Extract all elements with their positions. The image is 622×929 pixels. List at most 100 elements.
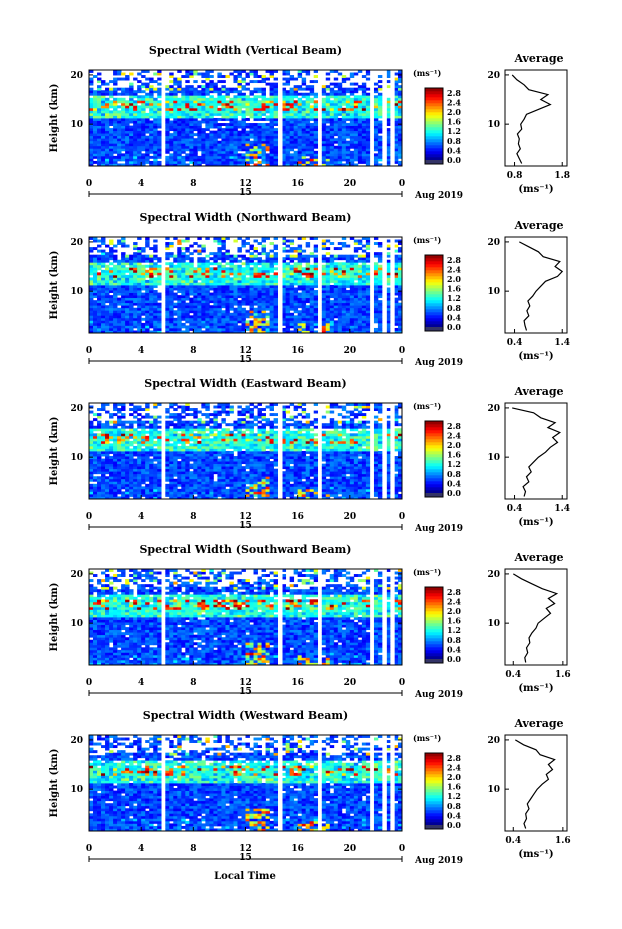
heatmap-cell xyxy=(129,72,134,76)
heatmap-cell xyxy=(217,300,222,304)
heatmap-cell xyxy=(233,274,238,278)
heatmap-cell xyxy=(365,87,371,91)
heatmap-cell xyxy=(217,100,222,104)
heatmap-cell xyxy=(157,272,162,276)
heatmap-cell xyxy=(377,290,383,293)
heatmap-cell xyxy=(149,257,154,261)
heatmap-cell xyxy=(217,123,222,126)
heatmap-cell xyxy=(105,496,110,500)
heatmap-cell xyxy=(145,145,150,149)
heatmap-cell xyxy=(333,102,339,106)
heatmap-cell xyxy=(137,327,142,331)
heatmap-cell xyxy=(105,430,110,434)
heatmap-cell xyxy=(209,160,214,164)
heatmap-cell xyxy=(97,128,102,132)
heatmap-cell xyxy=(209,315,214,319)
heatmap-cell xyxy=(289,264,295,268)
heatmap-cell xyxy=(241,277,246,281)
heatmap-cell xyxy=(181,125,186,129)
heatmap-cell xyxy=(349,277,355,281)
heatmap-cell xyxy=(145,125,150,129)
heatmap-cell xyxy=(253,292,258,296)
heatmap-cell xyxy=(121,123,126,126)
heatmap-cell xyxy=(141,317,146,321)
heatmap-cell xyxy=(237,307,242,311)
heatmap-cell xyxy=(273,158,278,162)
heatmap-cell xyxy=(301,143,307,147)
heatmap-cell xyxy=(221,237,226,240)
heatmap-cell xyxy=(321,312,327,316)
heatmap-cell xyxy=(153,128,158,132)
heatmap-cell xyxy=(273,105,278,109)
heatmap-cell xyxy=(301,257,307,261)
heatmap-cell xyxy=(293,249,299,253)
heatmap-cell xyxy=(313,120,319,124)
heatmap-cell xyxy=(129,307,134,311)
heatmap-cell xyxy=(289,128,295,132)
colorbar-step xyxy=(425,270,443,274)
heatmap-cell xyxy=(121,302,126,306)
heatmap-cell xyxy=(341,310,347,314)
heatmap-cell xyxy=(337,102,343,106)
heatmap-cell xyxy=(349,107,355,111)
heatmap-cell xyxy=(357,312,363,316)
heatmap-cell xyxy=(209,300,214,304)
heatmap-cell xyxy=(361,120,367,124)
heatmap-cell xyxy=(121,310,126,314)
heatmap-cell xyxy=(365,120,371,124)
heatmap-cell xyxy=(189,305,194,309)
heatmap-cell xyxy=(125,140,130,144)
heatmap-cell xyxy=(233,290,238,293)
heatmap-cell xyxy=(89,312,94,316)
heatmap-cell xyxy=(361,262,367,266)
heatmap-cell xyxy=(265,70,270,73)
heatmap-cell xyxy=(393,145,399,149)
heatmap-cell xyxy=(141,133,146,137)
heatmap-cell xyxy=(237,267,242,271)
heatmap-cell xyxy=(393,87,399,91)
heatmap-cell xyxy=(133,133,138,137)
heatmap-cell xyxy=(301,237,307,240)
heatmap-cell xyxy=(301,269,307,273)
heatmap-cell xyxy=(89,471,94,475)
heatmap-cell xyxy=(385,305,391,309)
heatmap-cell xyxy=(149,80,154,84)
heatmap-cell xyxy=(117,267,122,271)
heatmap-cell xyxy=(245,325,250,329)
heatmap-cell xyxy=(121,87,126,91)
heatmap-cell xyxy=(117,112,122,116)
heatmap-cell xyxy=(365,312,371,316)
heatmap-cell xyxy=(269,143,274,147)
heatmap-cell xyxy=(253,145,258,149)
heatmap-cell xyxy=(117,282,122,286)
heatmap-cell xyxy=(377,163,383,167)
heatmap-cell xyxy=(333,140,339,144)
heatmap-cell xyxy=(153,87,158,91)
colorbar-step xyxy=(425,91,443,95)
heatmap-cell xyxy=(133,128,138,132)
heatmap-cell xyxy=(233,138,238,142)
heatmap-cell xyxy=(173,148,178,152)
heatmap-cell xyxy=(225,290,230,293)
heatmap-cell xyxy=(157,330,162,334)
heatmap-cell xyxy=(241,290,246,293)
heatmap-cell xyxy=(145,138,150,142)
heatmap-cell xyxy=(297,277,303,281)
heatmap-cell xyxy=(397,163,403,167)
heatmap-cell xyxy=(313,75,319,78)
heatmap-cell xyxy=(249,320,254,324)
heatmap-cell xyxy=(393,302,399,306)
heatmap-cell xyxy=(157,277,162,281)
heatmap-cell xyxy=(221,128,226,132)
heatmap-cell xyxy=(105,133,110,137)
heatmap-cell xyxy=(121,312,126,316)
heatmap-cell xyxy=(233,302,238,306)
heatmap-cell xyxy=(397,87,403,91)
profile-y-tick-label: 10 xyxy=(487,120,500,130)
heatmap-cell xyxy=(193,125,198,129)
heatmap-cell xyxy=(113,123,118,126)
heatmap-cell xyxy=(353,327,359,331)
data-gap xyxy=(318,237,322,333)
heatmap-cell xyxy=(225,90,230,94)
heatmap-cell xyxy=(121,322,126,326)
